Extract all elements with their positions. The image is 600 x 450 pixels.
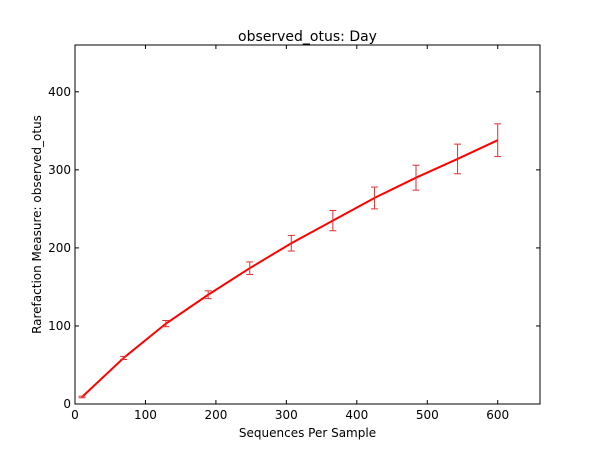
series-line [81,139,499,398]
x-tick-label: 100 [134,408,157,422]
x-tick-label: 200 [204,408,227,422]
x-tick-label: 600 [486,408,509,422]
y-axis-label: Rarefaction Measure: observed_otus [30,115,44,334]
x-axis-label: Sequences Per Sample [239,426,376,440]
x-tick-label: 500 [416,408,439,422]
x-tick-label: 400 [345,408,368,422]
y-tick-label: 400 [48,85,71,99]
plot-frame [74,44,541,405]
chart-title: observed_otus: Day [238,29,377,45]
x-tick-label: 300 [275,408,298,422]
x-tick-label: 0 [71,408,79,422]
series-layer [78,123,502,399]
y-tick-label: 300 [48,163,71,177]
y-tick-label: 0 [63,397,71,411]
y-tick-label: 200 [48,241,71,255]
ticks-layer: 0 100 200 300 400 500 600 0 100 200 300 400 [48,45,540,422]
y-tick-label: 100 [48,319,71,333]
